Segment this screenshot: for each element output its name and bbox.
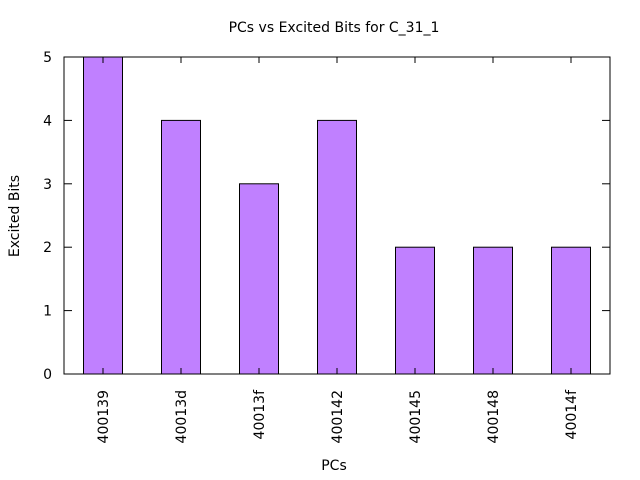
y-tick-label-2: 2 (43, 240, 52, 256)
y-tick-label-3: 3 (43, 177, 52, 193)
bars-group (83, 56, 591, 375)
x-tick-label-40013d: 40013d (174, 390, 190, 443)
x-tick-label-40013f: 40013f (252, 389, 268, 440)
bar-400142 (317, 119, 357, 375)
y-tick-label-1: 1 (43, 304, 52, 320)
bar-40014f (551, 246, 591, 375)
x-tick-label-400139: 400139 (96, 390, 112, 443)
x-tick-label-400148: 400148 (486, 390, 502, 443)
plot-frame (63, 56, 611, 375)
x-tick-label-400145: 400145 (408, 390, 424, 443)
bar-40013d (161, 119, 201, 375)
chart-title: PCs vs Excited Bits for C_31_1 (229, 20, 440, 36)
y-tick-label-5: 5 (43, 50, 52, 66)
bar-400139 (83, 56, 123, 375)
bar-400148 (473, 246, 513, 375)
x-tick-label-400142: 400142 (330, 390, 346, 443)
x-ticks-group: 400139 40013d 40013f 400142 400145 400148 4001… (96, 57, 580, 443)
y-tick-label-4: 4 (43, 113, 52, 129)
x-axis-label: PCs (321, 458, 347, 474)
y-tick-label-0: 0 (43, 367, 52, 383)
x-tick-label-40014f: 40014f (564, 389, 580, 440)
y-axis-label: Excited Bits (7, 175, 23, 257)
bar-40013f (239, 183, 279, 375)
bar-400145 (395, 246, 435, 375)
